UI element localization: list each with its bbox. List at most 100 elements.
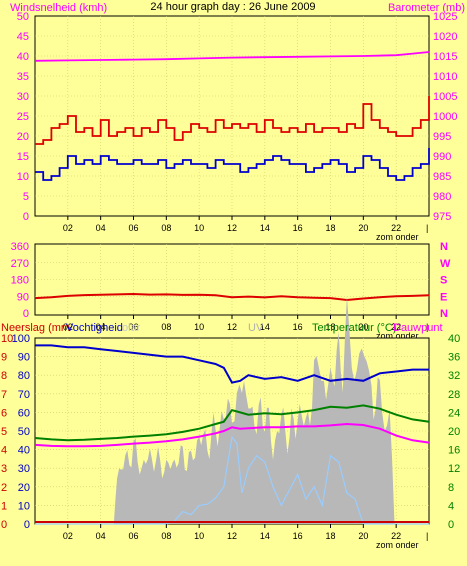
direction-x-tick-label: 02 [63, 322, 73, 332]
rain-y-tick-label: 5 [1, 426, 7, 438]
temperature-y-tick-label: 40 [448, 333, 460, 345]
wind-axes: 0510152025303540455097598098599099510001… [17, 11, 458, 242]
rain-y-tick-label: 0 [1, 519, 7, 531]
direction-y-tick-label: 270 [11, 258, 29, 270]
compass-letter-label: E [440, 291, 447, 303]
rain-y-tick-label: 2 [1, 482, 7, 494]
dewpoint-line [34, 422, 430, 448]
humidity-y-tick-label: 70 [18, 389, 30, 401]
direction-x-tick-label: 14 [260, 322, 270, 332]
direction-x-tick-label: 22 [391, 322, 401, 332]
wind-y-tick-label: 20 [17, 131, 29, 143]
uv-axis-title: UV [248, 322, 264, 334]
direction-end-label: zom onder [376, 331, 419, 341]
wind-x-tick-label: 16 [293, 223, 303, 233]
wind-series-line [35, 96, 430, 145]
temperature-y-tick-label: 16 [448, 445, 460, 457]
wind-series [34, 51, 430, 181]
humidity-x-tick-label: 04 [96, 531, 106, 541]
wind-y-tick-label: 45 [17, 31, 29, 43]
humidity-x-tick-label: 06 [128, 531, 138, 541]
compass-letter-label: S [440, 275, 447, 287]
direction-y-tick-label: 360 [11, 241, 29, 253]
direction-x-tick-label: 16 [293, 322, 303, 332]
barometer-y-tick-label: 1025 [433, 11, 457, 23]
humidity-y-tick-label: 0 [24, 519, 30, 531]
wind-y-tick-label: 5 [23, 191, 29, 203]
temperature-y-tick-label: 12 [448, 463, 460, 475]
direction-y-tick-label: 90 [17, 291, 29, 303]
rain-y-tick-label: 4 [1, 445, 7, 457]
wind-x-tick-label: 12 [227, 223, 237, 233]
humidity-y-tick-label: 90 [18, 352, 30, 364]
barometer-y-tick-label: 1010 [433, 71, 457, 83]
wind-y-tick-label: 10 [17, 171, 29, 183]
wind-x-tick-label: 04 [96, 223, 106, 233]
temperature-axis-title: Temperatuur (°C) [312, 322, 396, 334]
wind-y-tick-label: 0 [23, 211, 29, 223]
temperature-y-tick-label: 4 [448, 500, 454, 512]
direction-x-tick-label: 18 [325, 322, 335, 332]
wind-y-tick-label: 30 [17, 91, 29, 103]
humidity-y-tick-label: 80 [18, 370, 30, 382]
humidity-series [34, 296, 430, 525]
humidity-x-tick-label: 20 [358, 531, 368, 541]
wind-x-tick-label: 10 [194, 223, 204, 233]
barometer-y-tick-label: 975 [433, 211, 451, 223]
humidity-y-tick-label: 20 [18, 482, 30, 494]
humidity-x-tick-label: 18 [325, 531, 335, 541]
humidity-y-tick-label: 40 [18, 445, 30, 457]
direction-series [34, 292, 430, 302]
wind-x-tick-label: 20 [358, 223, 368, 233]
barometer-y-tick-label: 995 [433, 131, 451, 143]
humidity-axes: 0 01 102 203 304 405 506 607 708 809 9010100048121… [1, 333, 460, 550]
temperature-y-tick-label: 20 [448, 426, 460, 438]
temperature-line [34, 404, 430, 442]
rain-y-tick-label: 1 [1, 500, 7, 512]
humidity-x-tick-label: 22 [391, 531, 401, 541]
wind-y-tick-label: 25 [17, 111, 29, 123]
humidity-y-tick-label: 100 [12, 333, 30, 345]
wind-x-tick-label: 02 [63, 223, 73, 233]
barometer-axis-title: Barometer (mb) [388, 2, 465, 14]
wind-direction-line [34, 292, 430, 302]
rain-y-tick-label: 3 [1, 463, 7, 475]
direction-x-tick-label: 12 [227, 322, 237, 332]
rain-y-tick-label: 9 [1, 352, 7, 364]
temperature-y-tick-label: 36 [448, 352, 460, 364]
humidity-y-tick-label: 60 [18, 407, 30, 419]
humidity-axis-title: Vochtigheid [66, 322, 123, 334]
direction-x-tick-label: 20 [358, 322, 368, 332]
humidity-x-tick-label: 10 [194, 531, 204, 541]
wind-end-label: zom onder [376, 232, 419, 242]
wind-x-tick-label: 06 [128, 223, 138, 233]
temperature-y-tick-label: 24 [448, 407, 460, 419]
compass-letter-label: N [440, 308, 448, 320]
direction-x-end-tick: | [426, 322, 428, 332]
direction-x-tick-label: 10 [194, 322, 204, 332]
temperature-y-tick-label: 32 [448, 370, 460, 382]
wind-x-tick-label: 14 [260, 223, 270, 233]
temperature-y-tick-label: 8 [448, 482, 454, 494]
direction-x-tick-label: 04 [96, 322, 106, 332]
rain-y-tick-label: 8 [1, 370, 7, 382]
wind-x-tick-label: 22 [391, 223, 401, 233]
direction-y-tick-label: 0 [23, 308, 29, 320]
humidity-line [35, 344, 429, 384]
humidity-x-tick-label: 12 [227, 531, 237, 541]
barometer-y-tick-label: 990 [433, 151, 451, 163]
wind-barometer-panel: 0510152025303540455097598098599099510001… [10, 1, 465, 242]
wind-grid [35, 16, 429, 216]
humidity-x-end-tick: | [426, 531, 428, 541]
humidity-y-tick-label: 50 [18, 426, 30, 438]
direction-x-tick-label: 06 [128, 322, 138, 332]
barometer-y-tick-label: 985 [433, 171, 451, 183]
rain-y-tick-label: 10 [1, 333, 13, 345]
uv-line [35, 435, 429, 525]
compass-letter-label: N [440, 241, 448, 253]
barometer-y-tick-label: 1000 [433, 111, 457, 123]
wind-x-end-tick: | [426, 223, 428, 233]
rain-y-tick-label: 6 [1, 407, 7, 419]
